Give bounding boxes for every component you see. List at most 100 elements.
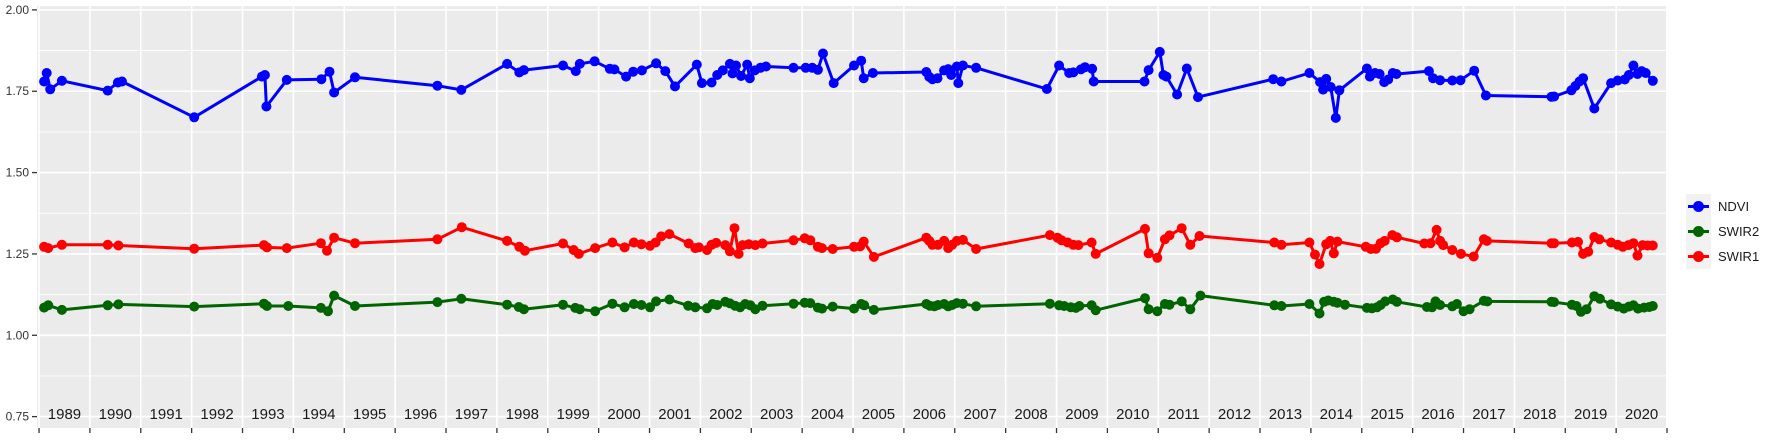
data-point	[350, 238, 360, 249]
x-tick-label: 1995	[353, 406, 386, 423]
data-point	[1164, 299, 1175, 310]
data-point	[329, 290, 340, 301]
data-point	[621, 71, 632, 82]
data-point	[696, 78, 707, 89]
data-point	[957, 234, 968, 245]
x-tick-label: 2016	[1421, 406, 1454, 423]
data-point	[733, 248, 744, 259]
legend-item-ndvi: NDVI	[1686, 194, 1759, 219]
data-point	[590, 306, 601, 317]
legend-label-swir2: SWIR2	[1718, 224, 1760, 239]
data-point	[573, 248, 584, 259]
x-tick-label: 1993	[251, 406, 284, 423]
data-point	[324, 66, 335, 77]
data-point	[113, 240, 124, 251]
data-point	[660, 66, 671, 77]
data-point	[502, 235, 513, 246]
data-point	[953, 78, 964, 89]
data-point	[1447, 75, 1458, 86]
data-point	[1304, 237, 1315, 248]
data-point	[736, 71, 747, 81]
data-point	[1176, 296, 1187, 307]
data-point	[1632, 250, 1643, 261]
data-point	[1628, 60, 1639, 71]
series-NDVI	[39, 46, 1658, 123]
data-point	[1041, 84, 1052, 94]
data-point	[1074, 301, 1085, 311]
y-tick-label: 1.75	[6, 84, 30, 98]
data-point	[1314, 308, 1325, 319]
data-point	[56, 239, 67, 250]
x-tick-label: 2009	[1065, 406, 1098, 423]
data-point	[628, 299, 639, 309]
y-tick-label: 2.00	[6, 3, 30, 17]
data-point	[731, 60, 741, 71]
data-point	[1328, 248, 1339, 259]
data-point	[957, 60, 968, 71]
x-tick-label: 1997	[455, 406, 488, 423]
data-point	[1628, 238, 1639, 249]
data-point	[1480, 90, 1491, 101]
data-point	[1469, 65, 1480, 76]
legend-item-swir1: SWIR1	[1686, 244, 1759, 269]
x-tick-label: 1991	[150, 406, 183, 423]
data-point	[817, 243, 827, 254]
year-labels: 1989 1990 1991 1992 1993 1994 1995 1996 1997 1998…	[48, 406, 1658, 423]
x-tick-label: 2005	[862, 406, 895, 423]
data-point	[619, 242, 630, 253]
data-point	[1334, 85, 1345, 96]
data-point	[1088, 76, 1099, 87]
data-point	[757, 300, 768, 311]
data-point	[589, 56, 600, 67]
data-point	[670, 81, 680, 92]
data-point	[706, 77, 717, 88]
x-tick-label: 2019	[1574, 406, 1607, 423]
y-tick-label: 1.00	[6, 328, 30, 342]
data-point	[609, 64, 620, 75]
data-point	[45, 84, 56, 95]
data-point	[1276, 301, 1287, 311]
data-point	[827, 244, 838, 254]
data-point	[316, 74, 327, 85]
data-point	[1268, 74, 1279, 85]
data-point	[432, 80, 443, 91]
series-SWIR2	[39, 290, 1658, 319]
data-point	[788, 62, 799, 73]
data-point	[456, 222, 467, 233]
x-tick-label: 2000	[607, 406, 640, 423]
data-point	[1310, 249, 1320, 260]
data-point	[817, 303, 827, 314]
data-point	[724, 246, 735, 257]
data-point	[1647, 75, 1658, 86]
data-point	[329, 232, 340, 243]
x-tick-label: 2002	[709, 406, 742, 423]
data-point	[1647, 301, 1658, 311]
data-point	[519, 245, 530, 256]
data-point	[1549, 297, 1560, 308]
data-point	[859, 300, 870, 311]
data-point	[1435, 75, 1446, 86]
data-point	[322, 245, 332, 256]
data-point	[113, 299, 124, 310]
data-point	[590, 243, 601, 254]
data-point	[1325, 235, 1336, 246]
data-point	[1481, 235, 1492, 246]
data-point	[1431, 224, 1442, 235]
data-point	[727, 68, 738, 79]
x-tick-label: 1990	[99, 406, 132, 423]
data-point	[1573, 236, 1583, 247]
data-point	[636, 239, 647, 250]
data-point	[729, 223, 740, 234]
data-point	[323, 306, 333, 317]
data-point	[574, 304, 585, 315]
data-point	[628, 66, 639, 77]
data-point	[1374, 69, 1385, 79]
data-point	[957, 298, 968, 309]
data-point	[1086, 237, 1097, 248]
data-point	[858, 73, 869, 84]
data-point	[651, 296, 662, 307]
data-point	[558, 60, 568, 71]
data-point	[1140, 293, 1150, 304]
y-axis: 2.00 1.75 1.50 1.25 1.00 0.75	[6, 3, 37, 424]
data-point	[456, 293, 467, 304]
